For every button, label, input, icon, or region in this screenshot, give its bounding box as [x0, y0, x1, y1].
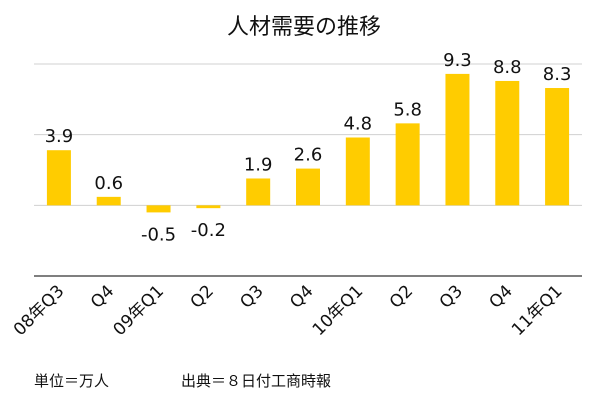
- bar: [246, 178, 271, 206]
- bar: [345, 137, 370, 206]
- bar: [296, 168, 320, 206]
- bar: [545, 88, 570, 206]
- data-label: -0.2: [191, 220, 226, 241]
- x-tick-label: Q3: [436, 281, 467, 312]
- bar: [96, 196, 121, 206]
- bar: [445, 73, 470, 206]
- chart-title: 人材需要の推移: [227, 15, 381, 40]
- data-label: -0.5: [141, 224, 176, 245]
- data-label: 1.9: [244, 154, 273, 175]
- bar: [495, 80, 520, 206]
- bars: [46, 73, 570, 213]
- x-tick-label: 11年Q1: [508, 281, 567, 340]
- data-label: 2.6: [294, 145, 323, 166]
- x-tick-label: Q3: [236, 281, 267, 312]
- x-tick-label: Q2: [386, 281, 417, 312]
- data-label: 0.6: [94, 173, 123, 194]
- data-label: 3.9: [45, 126, 74, 147]
- data-label: 4.8: [343, 113, 372, 134]
- bar: [46, 150, 71, 206]
- x-tick-label: Q2: [187, 281, 218, 312]
- unit-note: 単位＝万人: [34, 372, 109, 390]
- x-tick-label: 10年Q1: [309, 281, 368, 340]
- source-note: 出典＝８日付工商時報: [181, 372, 331, 390]
- bar: [395, 123, 420, 206]
- data-label: 9.3: [443, 50, 472, 71]
- x-tick-label: 08年Q3: [10, 281, 69, 340]
- bar: [196, 205, 221, 209]
- data-label: 8.3: [543, 64, 572, 85]
- x-tick-label: 09年Q1: [110, 281, 169, 340]
- bar: [146, 205, 171, 213]
- value-labels: 3.9 0.6 -0.5 -0.2 1.9 2.6 4.8 5.8 9.3 8.8 8.3: [45, 50, 572, 246]
- x-tick-label: Q4: [486, 281, 517, 312]
- x-tick-label: Q4: [286, 281, 317, 312]
- data-label: 5.8: [393, 99, 422, 120]
- x-tick-label: Q4: [87, 281, 118, 312]
- data-label: 8.8: [493, 57, 522, 78]
